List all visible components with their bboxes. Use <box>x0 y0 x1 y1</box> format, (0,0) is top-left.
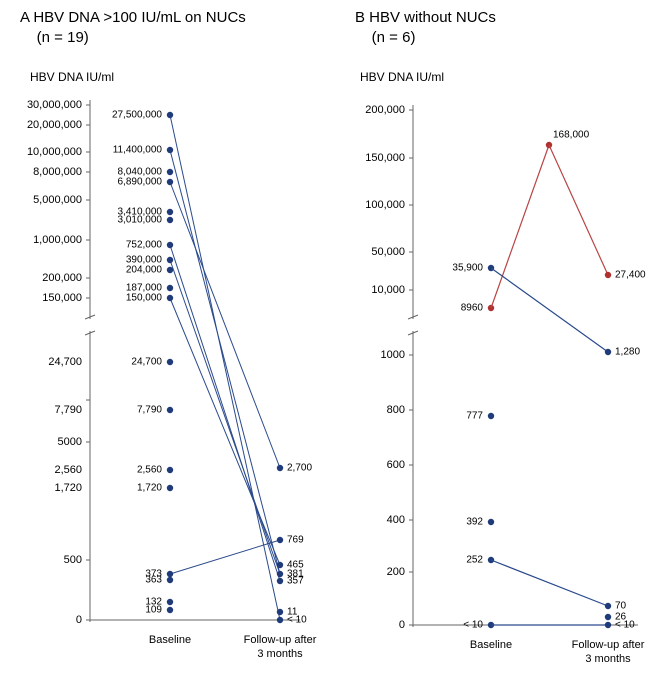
svg-text:24,700: 24,700 <box>48 356 82 368</box>
svg-text:392: 392 <box>466 517 483 528</box>
svg-text:8,000,000: 8,000,000 <box>33 166 82 178</box>
svg-text:200: 200 <box>387 566 405 578</box>
svg-text:Baseline: Baseline <box>149 634 191 646</box>
svg-text:200,000: 200,000 <box>42 272 82 284</box>
svg-text:150,000: 150,000 <box>126 293 163 304</box>
svg-text:769: 769 <box>287 535 304 546</box>
svg-text:800: 800 <box>387 404 405 416</box>
svg-text:27,400: 27,400 <box>615 270 646 281</box>
svg-text:204,000: 204,000 <box>126 265 163 276</box>
svg-text:35,900: 35,900 <box>452 263 483 274</box>
svg-text:1,000,000: 1,000,000 <box>33 234 82 246</box>
svg-text:10,000: 10,000 <box>371 284 405 296</box>
svg-text:1000: 1000 <box>381 349 405 361</box>
svg-text:24,700: 24,700 <box>131 357 162 368</box>
svg-text:109: 109 <box>145 605 162 616</box>
svg-text:0: 0 <box>399 619 405 631</box>
svg-text:200,000: 200,000 <box>365 104 405 116</box>
svg-text:7,790: 7,790 <box>54 404 82 416</box>
svg-text:150,000: 150,000 <box>365 152 405 164</box>
svg-text:30,000,000: 30,000,000 <box>27 99 82 111</box>
svg-text:2,700: 2,700 <box>287 463 312 474</box>
svg-text:< 10: < 10 <box>287 615 307 626</box>
svg-text:2,560: 2,560 <box>54 464 82 476</box>
svg-text:777: 777 <box>466 411 483 422</box>
svg-text:Follow-up after: Follow-up after <box>244 634 317 646</box>
svg-text:150,000: 150,000 <box>42 292 82 304</box>
svg-text:752,000: 752,000 <box>126 240 163 251</box>
svg-text:Baseline: Baseline <box>470 639 512 651</box>
svg-text:400: 400 <box>387 514 405 526</box>
svg-text:2,560: 2,560 <box>137 465 162 476</box>
svg-text:3,010,000: 3,010,000 <box>118 215 163 226</box>
svg-text:6,890,000: 6,890,000 <box>118 177 163 188</box>
svg-text:3 months: 3 months <box>257 648 303 660</box>
panel-a: A HBV DNA >100 IU/mL on NUCs (n = 19) HB… <box>0 0 335 691</box>
svg-text:357: 357 <box>287 576 304 587</box>
svg-text:70: 70 <box>615 601 627 612</box>
svg-text:363: 363 <box>145 575 162 586</box>
chart-b: 200,000 150,000 100,000 50,000 10,000 1000 800… <box>335 0 669 691</box>
panel-b: B HBV without NUCs (n = 6) HBV DNA IU/ml… <box>335 0 669 691</box>
svg-text:20,000,000: 20,000,000 <box>27 119 82 131</box>
chart-a: 30,000,000 20,000,000 10,000,000 8,000,000 5… <box>0 0 335 691</box>
svg-text:Follow-up after: Follow-up after <box>572 639 645 651</box>
svg-text:1,720: 1,720 <box>54 482 82 494</box>
svg-text:1,280: 1,280 <box>615 347 640 358</box>
svg-text:100,000: 100,000 <box>365 199 405 211</box>
svg-text:27,500,000: 27,500,000 <box>112 110 162 121</box>
svg-text:1,720: 1,720 <box>137 483 162 494</box>
svg-text:50,000: 50,000 <box>371 246 405 258</box>
svg-text:7,790: 7,790 <box>137 405 162 416</box>
svg-text:11,400,000: 11,400,000 <box>113 145 163 156</box>
svg-text:8960: 8960 <box>461 303 484 314</box>
svg-text:3 months: 3 months <box>585 653 631 665</box>
svg-text:10,000,000: 10,000,000 <box>27 146 82 158</box>
svg-text:168,000: 168,000 <box>553 130 590 141</box>
svg-text:252: 252 <box>466 555 483 566</box>
svg-text:5000: 5000 <box>58 436 82 448</box>
svg-text:26: 26 <box>615 612 627 623</box>
svg-text:500: 500 <box>64 554 82 566</box>
svg-text:0: 0 <box>76 614 82 626</box>
svg-text:600: 600 <box>387 459 405 471</box>
svg-text:< 10: < 10 <box>463 620 483 631</box>
svg-text:5,000,000: 5,000,000 <box>33 194 82 206</box>
